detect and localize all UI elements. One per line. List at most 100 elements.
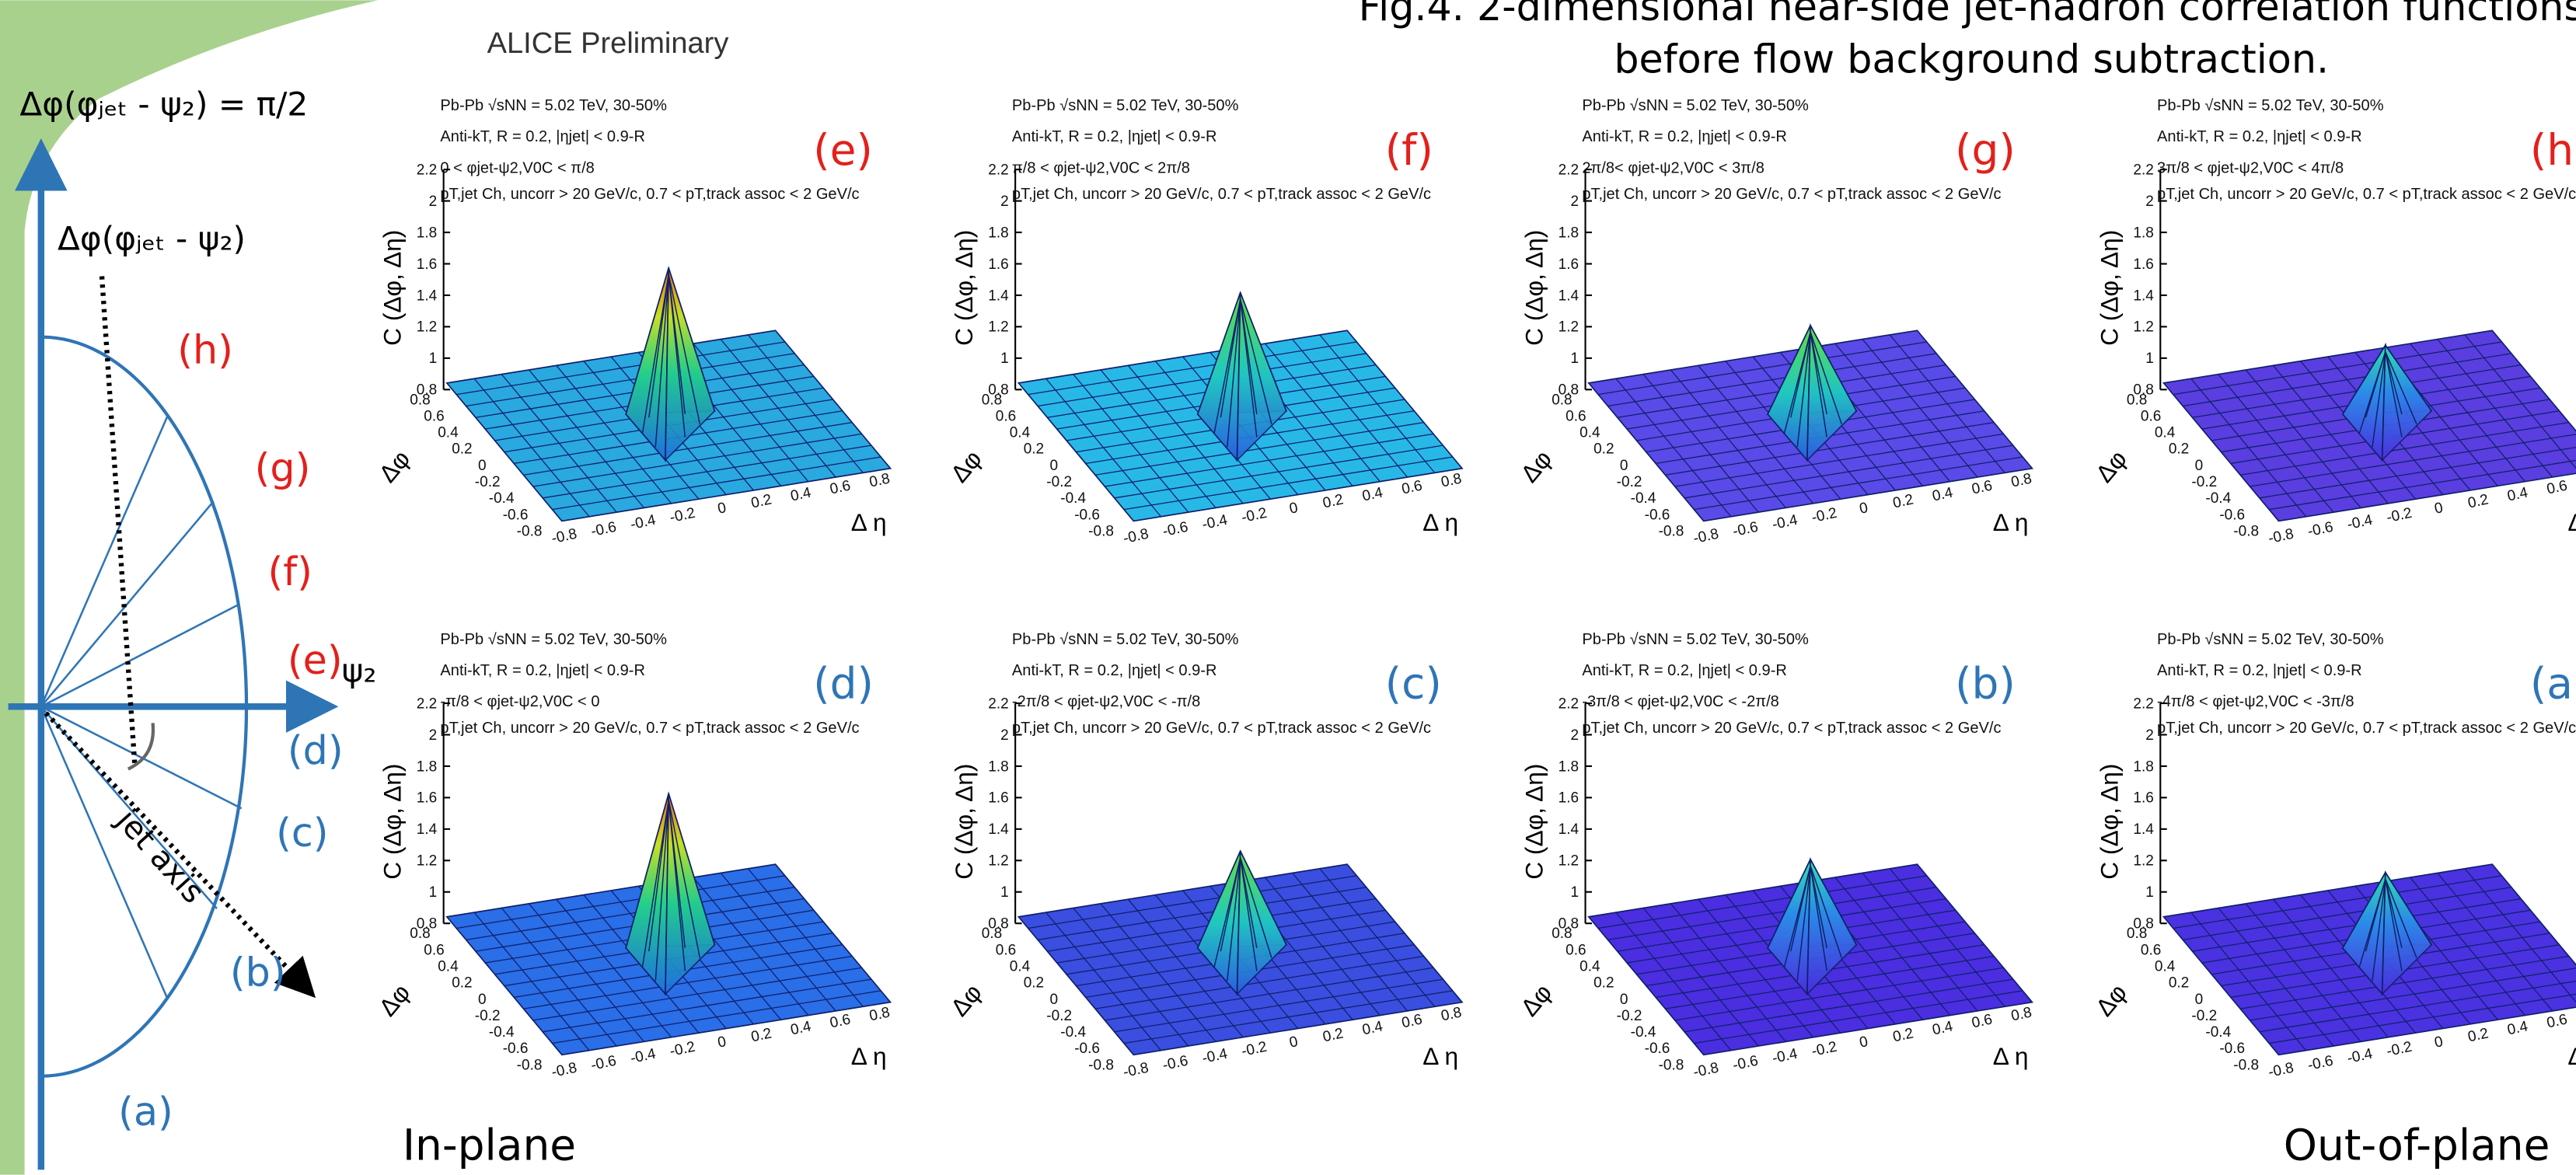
mesh-line: [1123, 990, 1453, 1044]
region-label: (e): [288, 637, 343, 683]
panel-text: -2π/8 < φjet-ψ2,V0C < -π/8: [1012, 693, 1200, 710]
mesh-line: [1862, 339, 1978, 478]
x-tick-label: 0.6: [829, 1011, 852, 1031]
peak-mesh: [1810, 866, 1827, 971]
y-tick-label: -0.6: [1074, 507, 1100, 523]
mesh-line: [2464, 868, 2576, 1003]
z-tick-label: 1.4: [417, 288, 438, 304]
panel-text: Anti-kT, R = 0.2, |ηjet| < 0.9-R: [2157, 128, 2362, 145]
x-tick-label: -0.4: [2346, 512, 2375, 533]
y-tick-label: -0.2: [1046, 1008, 1072, 1024]
peak-mesh: [1796, 332, 1811, 448]
peak-mesh: [648, 800, 669, 952]
y-label: Δφ: [2090, 445, 2132, 487]
y-tick-label: -0.6: [2219, 1041, 2245, 1057]
y-tick-label: 0.8: [2127, 392, 2147, 408]
x-tick-label: -0.4: [1201, 1046, 1230, 1067]
y-tick-label: -0.2: [1617, 1008, 1642, 1024]
z-tick-label: 2: [1000, 194, 1009, 210]
x-tick-label: 0: [1858, 500, 1869, 518]
peak-mesh: [1790, 332, 1811, 418]
y-tick-label: 0.4: [1579, 425, 1600, 441]
z-tick-label: 1.4: [988, 821, 1009, 838]
mesh-line: [1319, 334, 1436, 473]
y-tick-label: -0.8: [517, 1057, 543, 1073]
region-label: (d): [288, 727, 344, 773]
panel: (g) Pb-Pb √sNN = 5.02 TeV, 30-50% Anti-kT,…: [1515, 97, 2034, 547]
y-tick-label: 0.8: [982, 392, 1002, 408]
peak-mesh: [1239, 298, 1272, 424]
x-tick-label: 0: [1858, 1034, 1869, 1051]
z-tick-label: 2: [1571, 727, 1579, 744]
peak-mesh: [2385, 879, 2403, 971]
panel-text: -4π/8 < φjet-ψ2,V0C < -3π/8: [2157, 693, 2354, 710]
mesh-line: [2464, 334, 2576, 469]
panel-text: -π/8 < φjet-ψ2,V0C < 0: [440, 693, 599, 710]
x-tick-label: -0.8: [1122, 526, 1150, 547]
y-tick-label: -0.6: [1645, 1041, 1670, 1057]
y-tick-label: -0.8: [517, 523, 543, 539]
peak-mesh: [2365, 351, 2386, 418]
angle-arc: [127, 723, 155, 771]
y-tick-label: -0.4: [1060, 490, 1086, 507]
z-label: C (Δφ, Δη): [1520, 764, 1548, 880]
mesh-line: [1292, 339, 1408, 478]
panels: (e) Pb-Pb √sNN = 5.02 TeV, 30-50% Anti-kT,…: [373, 97, 2576, 1081]
y-tick-label: 0: [1620, 458, 1628, 474]
z-tick-label: 1.2: [417, 319, 437, 336]
peak-mesh: [2385, 878, 2403, 949]
z-tick-label: 2: [429, 727, 438, 744]
panel-text: Anti-kT, R = 0.2, |ηjet| < 0.9-R: [1582, 128, 1787, 145]
region-label: (a): [118, 1089, 173, 1135]
mesh-line: [747, 334, 864, 473]
z-tick-label: 1.6: [417, 256, 437, 273]
x-label: Δ η: [1993, 1042, 2029, 1070]
mesh-line: [1889, 868, 2005, 1007]
x-label: Δ η: [1993, 508, 2029, 536]
mesh-line: [1694, 456, 2023, 511]
panel-label: (c): [1385, 659, 1442, 709]
z-tick-label: 1: [2145, 884, 2154, 901]
peak-mesh: [654, 274, 669, 448]
x-tick-label: 0.6: [829, 477, 852, 497]
panel: (e) Pb-Pb √sNN = 5.02 TeV, 30-50% Anti-kT,…: [373, 97, 892, 547]
y-tick-label: -0.6: [503, 507, 529, 523]
mesh-line: [1319, 868, 1436, 1007]
x-tick-label: 0: [2433, 1034, 2445, 1051]
y-tick-label: 0.8: [2127, 926, 2147, 942]
x-tick-label: 0.4: [1931, 484, 1955, 504]
x-tick-label: 0.6: [1970, 1011, 1994, 1031]
y-tick-label: 0: [478, 992, 487, 1008]
x-tick-label: 0.2: [2466, 1025, 2490, 1045]
x-tick-label: 0.8: [1440, 471, 1463, 491]
y-label: Δφ: [1515, 978, 1557, 1021]
x-tick-label: -0.4: [1201, 512, 1230, 533]
x-tick-label: 0.6: [1970, 477, 1994, 497]
z-tick-label: 1: [1571, 350, 1579, 367]
x-label: Δ η: [851, 1042, 887, 1070]
y-tick-label: 0: [1050, 458, 1059, 474]
peak-mesh: [2385, 351, 2403, 415]
x-tick-label: 0.4: [789, 1018, 813, 1038]
x-tick-label: 0.8: [2009, 1004, 2033, 1024]
peak-mesh: [654, 800, 669, 981]
y-tick-label: 0: [478, 458, 487, 474]
panel-text: pT,jet Ch, uncorr > 20 GeV/c, 0.7 < pT,t…: [440, 186, 859, 203]
y-tick-label: 0: [1620, 992, 1628, 1008]
x-tick-label: -0.6: [2306, 1053, 2334, 1074]
x-tick-label: 0.8: [2009, 471, 2033, 491]
x-tick-label: -0.6: [1731, 1053, 1759, 1074]
mesh-line: [2269, 459, 2576, 511]
sector-lines: [40, 415, 243, 999]
x-tick-label: -0.8: [1692, 526, 1720, 547]
peak-mesh: [1240, 857, 1272, 958]
panel: (h) Pb-Pb √sNN = 5.02 TeV, 30-50% Anti-kT,…: [2090, 97, 2576, 547]
x-tick-label: 0.4: [1361, 484, 1385, 504]
y-tick-label: 0.6: [424, 942, 444, 958]
x-tick-label: 0.6: [1400, 477, 1423, 497]
peak-mesh: [1220, 298, 1241, 418]
peak-mesh: [668, 800, 701, 958]
z-label: C (Δφ, Δη): [950, 764, 978, 880]
x-tick-label: -0.4: [1771, 1046, 1799, 1067]
